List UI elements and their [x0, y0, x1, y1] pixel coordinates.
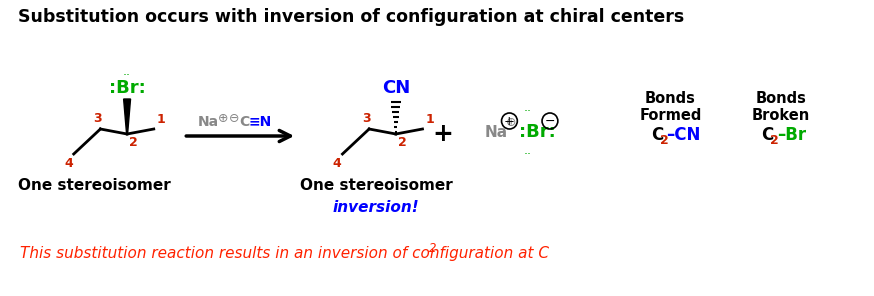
- Text: inversion!: inversion!: [333, 200, 420, 215]
- Text: 2: 2: [770, 133, 779, 147]
- Text: Na: Na: [198, 115, 219, 129]
- Text: One stereoisomer: One stereoisomer: [18, 178, 170, 193]
- Text: −: −: [545, 115, 555, 128]
- Text: ⊖: ⊖: [229, 112, 239, 125]
- Text: CN: CN: [382, 79, 410, 97]
- Text: ≡N: ≡N: [248, 115, 272, 129]
- Text: C: C: [651, 126, 663, 144]
- Text: 3: 3: [362, 112, 371, 125]
- Text: 2: 2: [398, 136, 406, 149]
- Text: ⊕: ⊕: [218, 112, 228, 125]
- Text: ··: ··: [123, 69, 131, 82]
- Text: C: C: [239, 115, 250, 129]
- Text: Bonds
Formed: Bonds Formed: [639, 91, 702, 123]
- Text: 3: 3: [94, 112, 101, 125]
- Text: 2: 2: [129, 136, 138, 149]
- Text: –CN: –CN: [667, 126, 701, 144]
- Text: 4: 4: [333, 157, 342, 170]
- Text: :Br:: :Br:: [108, 79, 145, 97]
- Text: 2: 2: [660, 133, 669, 147]
- Text: ⊕: ⊕: [505, 115, 516, 128]
- Text: –Br: –Br: [777, 126, 807, 144]
- Text: ··: ··: [524, 105, 531, 118]
- Text: 2: 2: [429, 242, 437, 255]
- Text: This substitution reaction results in an inversion of configuration at C: This substitution reaction results in an…: [20, 246, 550, 261]
- Text: 1: 1: [426, 113, 434, 126]
- Text: Substitution occurs with inversion of configuration at chiral centers: Substitution occurs with inversion of co…: [18, 8, 684, 26]
- Text: One stereoisomer: One stereoisomer: [300, 178, 453, 193]
- Text: Na: Na: [485, 125, 508, 139]
- Text: 1: 1: [156, 113, 165, 126]
- Text: :Br:: :Br:: [519, 123, 556, 141]
- Text: +: +: [504, 115, 515, 128]
- Text: +: +: [433, 122, 454, 146]
- Text: ··: ··: [524, 148, 531, 161]
- Text: C: C: [761, 126, 773, 144]
- Text: 4: 4: [64, 157, 73, 170]
- Text: Bonds
Broken: Bonds Broken: [752, 91, 810, 123]
- Polygon shape: [123, 99, 130, 134]
